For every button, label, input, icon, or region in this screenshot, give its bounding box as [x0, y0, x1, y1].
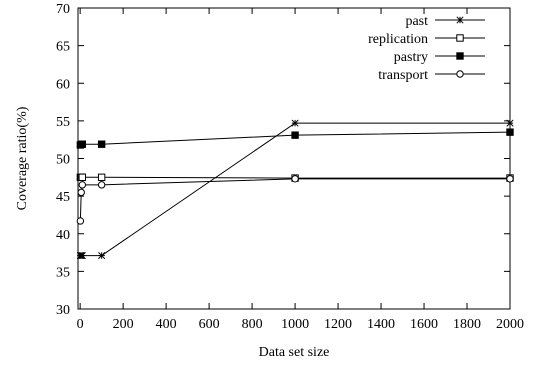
data-point-replication [78, 173, 86, 182]
legend-label: past [405, 14, 428, 29]
data-point-transport [506, 175, 514, 183]
legend-marker [456, 34, 464, 42]
legend-entry-replication: replication [368, 32, 485, 47]
data-point-replication [97, 173, 106, 182]
data-point-transport [78, 181, 86, 189]
y-tick-label: 50 [56, 153, 70, 168]
y-tick-label: 60 [56, 77, 70, 92]
y-tick-label: 55 [56, 115, 70, 130]
data-point-pastry [97, 140, 106, 148]
legend-entry-pastry: pastry [394, 50, 485, 65]
y-tick-label: 35 [56, 265, 70, 280]
legend: past replication pastry transport [368, 14, 485, 83]
legend-label: pastry [394, 50, 428, 65]
axes: 30 35 40 45 50 55 60 65 70 0 200 400 600 800 1000 1200 1… [56, 2, 524, 332]
x-tick-label: 1000 [281, 317, 309, 332]
legend-marker [456, 70, 464, 78]
y-tick-label: 65 [56, 40, 70, 55]
x-tick-label: 600 [199, 317, 220, 332]
data-point-transport [97, 181, 106, 189]
legend-label: replication [368, 32, 428, 47]
legend-label: transport [378, 68, 428, 83]
legend-entry-transport: transport [378, 68, 485, 83]
x-tick-label: 200 [113, 317, 134, 332]
data-point-pastry [78, 140, 86, 148]
data-point-past [291, 119, 299, 127]
data-point-past [506, 119, 514, 127]
y-axis-title: Coverage ratio(%) [15, 106, 30, 210]
data-point-past [98, 252, 106, 260]
data-point-transport [77, 188, 85, 197]
series-line-past [80, 122, 510, 257]
x-tick-label: 1600 [410, 317, 438, 332]
x-tick-label: 400 [156, 317, 177, 332]
data-point-transport [291, 175, 299, 183]
legend-marker [456, 52, 464, 60]
y-tick-label: 70 [56, 2, 70, 17]
series-line-transport [79, 178, 510, 221]
data-point-past [78, 252, 86, 260]
series-transport [76, 175, 514, 225]
y-tick-label: 30 [56, 303, 70, 318]
x-tick-label: 0 [77, 317, 84, 332]
series-pastry [76, 128, 514, 149]
legend-entry-past: past [405, 14, 485, 29]
x-tick-label: 1200 [324, 317, 352, 332]
data-point-pastry [506, 128, 514, 136]
x-tick-label: 1800 [453, 317, 481, 332]
data-point-pastry [291, 131, 299, 139]
y-tick-label: 45 [56, 190, 70, 205]
x-tick-label: 1400 [367, 317, 395, 332]
plot-frame [77, 7, 511, 310]
x-axis-title: Data set size [259, 345, 330, 360]
series-past [76, 119, 514, 260]
x-tick-label: 2000 [496, 317, 524, 332]
y-tick-label: 40 [56, 228, 70, 243]
data-point-transport [76, 217, 85, 225]
plot-area [76, 119, 514, 260]
x-tick-label: 800 [242, 317, 263, 332]
legend-marker [456, 16, 464, 24]
